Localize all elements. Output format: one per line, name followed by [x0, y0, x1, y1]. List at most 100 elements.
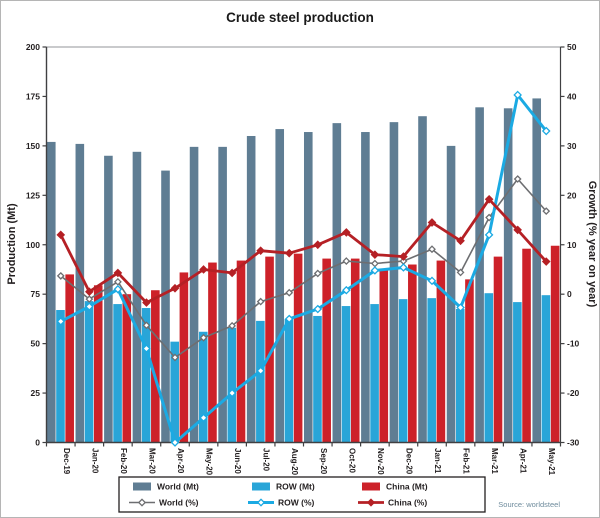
bar-Sep-20 — [313, 315, 322, 443]
bar-Dec-20 — [389, 122, 399, 443]
marker-row — [284, 314, 294, 324]
x-tick-label-Dec-20: Dec-20 — [404, 448, 413, 475]
bar-Jan-21 — [418, 116, 427, 443]
x-tick-label-Mar-20: Mar-20 — [147, 448, 156, 474]
legend-swatch-bar — [252, 482, 270, 491]
bar-Dec-20 — [408, 264, 417, 443]
marker-china — [427, 218, 437, 227]
marker-row — [370, 266, 380, 275]
legend-label: World (%) — [159, 498, 199, 508]
line-path — [59, 197, 548, 305]
bar-Aug-20 — [275, 129, 285, 443]
marker-row — [342, 285, 351, 295]
marker-world — [485, 213, 494, 222]
marker-china — [227, 268, 237, 278]
marker-world — [285, 288, 294, 297]
bar-Jul-20 — [246, 135, 256, 443]
marker-china — [85, 287, 94, 297]
legend-swatch-bar — [362, 482, 380, 491]
bar-Aug-20 — [293, 253, 303, 443]
y-tick-label-right: 50 — [567, 42, 577, 52]
legend-item-china: China (%) — [358, 498, 427, 508]
y-tick-label-left: 150 — [26, 141, 40, 151]
marker-world — [370, 259, 379, 268]
marker-china — [484, 194, 494, 204]
bar-series-chinamt — [65, 245, 560, 443]
y-tick-label-left: 125 — [26, 190, 40, 200]
marker-world — [56, 271, 65, 280]
bar-Nov-20 — [370, 304, 379, 443]
marker-china — [513, 225, 522, 235]
x-tick-label-May-21: May-21 — [547, 448, 556, 476]
marker-china — [256, 246, 265, 256]
bar-Jun-20 — [227, 327, 237, 443]
line-series-world — [56, 175, 551, 362]
y-tick-label-right: 10 — [567, 240, 577, 250]
bar-Sep-20 — [303, 132, 313, 443]
y-tick-label-left: 25 — [31, 388, 41, 398]
bar-Dec-19 — [56, 310, 65, 443]
marker-row — [484, 230, 494, 240]
bar-Jul-20 — [256, 320, 265, 443]
marker-china — [366, 498, 376, 507]
marker-china — [56, 230, 66, 240]
marker-row — [541, 126, 551, 136]
bar-Feb-20 — [104, 155, 113, 443]
marker-china — [199, 265, 208, 274]
bar-Jan-21 — [436, 260, 446, 443]
x-tick-label-Nov-20: Nov-20 — [376, 448, 385, 475]
legend-item-chinamt: China (Mt) — [362, 482, 428, 492]
x-tick-label-Feb-20: Feb-20 — [119, 448, 128, 474]
x-tick-label-Jul-20: Jul-20 — [262, 448, 271, 472]
bar-Dec-20 — [398, 299, 408, 443]
bar-Feb-21 — [446, 145, 456, 443]
marker-row — [227, 388, 237, 398]
bar-Jul-20 — [265, 256, 274, 443]
line-path — [60, 178, 547, 359]
y-axis-label-right: Growth (% year on year) — [586, 181, 598, 308]
bar-Feb-20 — [122, 294, 132, 443]
x-tick-label-Sep-20: Sep-20 — [319, 448, 328, 475]
y-tick-label-left: 75 — [31, 289, 41, 299]
x-tick-label-Apr-20: Apr-20 — [176, 448, 185, 474]
marker-world — [542, 207, 551, 216]
marker-world — [342, 257, 351, 265]
x-tick-label-Dec-19: Dec-19 — [62, 448, 71, 475]
marker-row — [256, 498, 266, 507]
bar-Apr-20 — [161, 170, 170, 443]
bar-Apr-21 — [513, 302, 522, 443]
marker-row — [456, 303, 465, 312]
bar-series-rowmt — [56, 293, 551, 443]
x-tick-label-Feb-21: Feb-21 — [462, 448, 471, 474]
marker-china — [142, 298, 151, 307]
chart-legend: World (Mt) ROW (Mt) China (Mt) World (%) ROW… — [118, 476, 486, 513]
bar-Oct-20 — [332, 123, 342, 443]
legend-label: China (Mt) — [386, 482, 428, 492]
bar-Dec-19 — [46, 141, 56, 443]
marker-world — [113, 277, 122, 286]
bar-May-20 — [189, 146, 199, 443]
bar-Jan-20 — [93, 285, 103, 443]
bar-Dec-19 — [65, 274, 74, 443]
marker-china — [170, 283, 180, 293]
marker-world — [137, 498, 147, 507]
x-tick-label-Oct-20: Oct-20 — [347, 448, 356, 473]
marker-china — [370, 250, 380, 259]
legend-item-rowmt: ROW (Mt) — [252, 482, 315, 492]
legend-item-world: World (%) — [129, 498, 199, 508]
bar-Apr-20 — [170, 341, 179, 443]
bar-Oct-20 — [350, 258, 360, 443]
bar-Mar-20 — [132, 151, 142, 443]
bar-Oct-20 — [341, 306, 351, 443]
marker-row — [399, 263, 408, 272]
y-tick-label-right: -30 — [567, 438, 580, 448]
bar-series-worldmt — [46, 98, 542, 443]
marker-china — [342, 228, 351, 237]
bar-Mar-21 — [484, 293, 494, 443]
legend-label: World (Mt) — [157, 482, 199, 492]
bar-Apr-21 — [522, 248, 531, 443]
x-tick-label-Jan-20: Jan-20 — [90, 448, 99, 474]
marker-china — [113, 268, 123, 278]
legend-label: ROW (Mt) — [276, 482, 315, 492]
marker-row — [142, 344, 151, 353]
